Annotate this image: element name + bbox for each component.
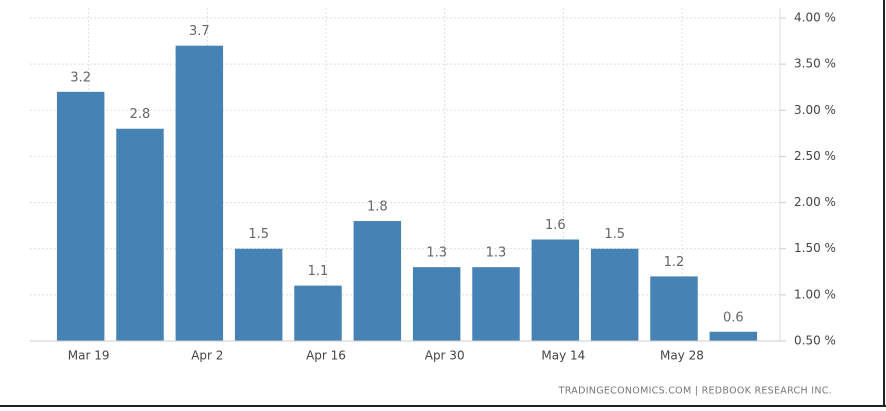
y-tick-label: 3.50 % [794, 57, 836, 71]
bar [234, 248, 283, 341]
bar [353, 221, 402, 341]
value-label: 2.8 [130, 107, 151, 122]
value-label: 1.1 [308, 264, 329, 279]
bar [412, 267, 461, 341]
y-tick-label: 0.50 % [794, 334, 836, 348]
value-label: 1.5 [604, 227, 625, 242]
y-tick-label: 1.50 % [794, 241, 836, 255]
y-tick-label: 3.00 % [794, 103, 836, 117]
x-tick-label: May 14 [541, 349, 585, 363]
y-tick-label: 2.50 % [794, 149, 836, 163]
y-tick-label: 4.00 % [794, 11, 836, 25]
x-tick-label: May 28 [660, 349, 704, 363]
value-label: 1.8 [367, 200, 388, 215]
x-tick-label: Mar 19 [68, 349, 110, 363]
value-label: 1.2 [664, 255, 685, 270]
value-label: 3.2 [70, 70, 91, 85]
value-label: 1.3 [426, 246, 447, 261]
value-label: 1.6 [545, 218, 566, 233]
bar [472, 267, 520, 341]
y-tick-label: 2.00 % [794, 195, 836, 209]
bar [590, 248, 639, 341]
value-label: 1.5 [248, 227, 269, 242]
bar [175, 45, 224, 341]
y-tick-label: 1.00 % [794, 287, 836, 301]
bar [294, 285, 342, 341]
bar [116, 128, 164, 341]
bar [650, 276, 698, 341]
value-label: 0.6 [723, 310, 744, 325]
x-tick-label: Apr 16 [306, 349, 346, 363]
value-label: 3.7 [189, 24, 210, 39]
value-label: 1.3 [486, 246, 507, 261]
x-tick-label: Apr 30 [425, 349, 465, 363]
bar [709, 331, 758, 341]
source: TRADINGECONOMICS.COM | REDBOOK RESEARCH … [558, 386, 832, 397]
x-tick-label: Apr 2 [191, 349, 223, 363]
bar [56, 91, 105, 341]
bar [531, 239, 580, 341]
